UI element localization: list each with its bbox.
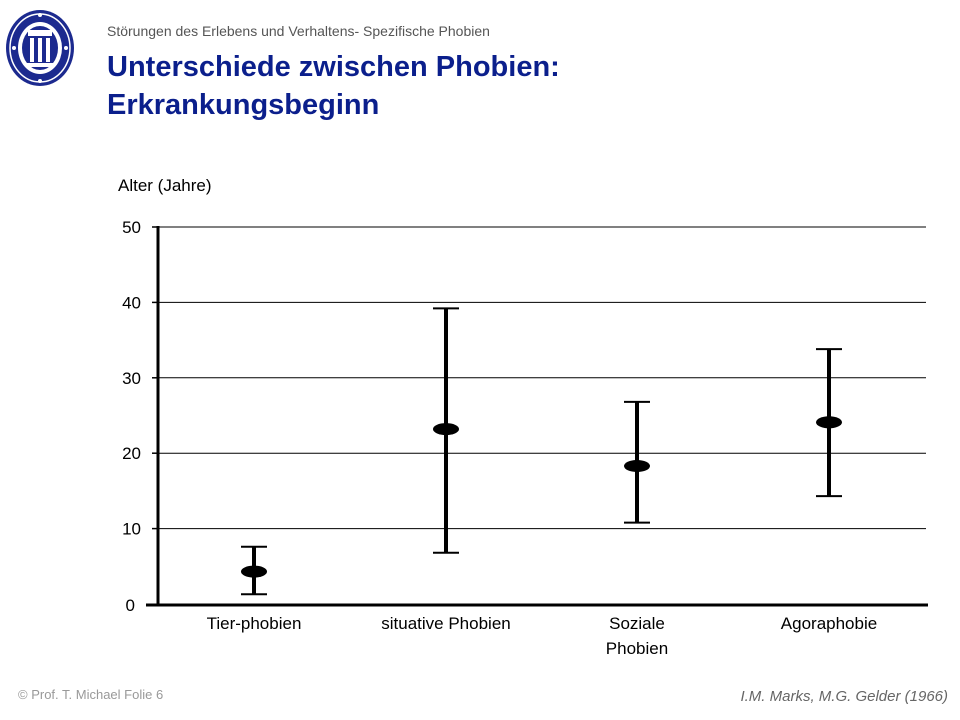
y-tick-label: 50 [122, 218, 141, 237]
y-tick-label: 30 [122, 369, 141, 388]
slide-title-line-2: Erkrankungsbeginn [107, 89, 380, 121]
y-tick-label: 0 [126, 596, 135, 615]
x-category-label: Soziale Phobien [606, 614, 668, 658]
citation-footer: I.M. Marks, M.G. Gelder (1966) [740, 688, 948, 705]
mean-marker [433, 423, 459, 436]
y-tick-label: 40 [122, 293, 141, 312]
slide-title: Unterschiede zwischen Phobien: Erkrankun… [107, 48, 560, 124]
x-category-label: situative Phobien [381, 614, 510, 633]
mean-marker [816, 416, 842, 429]
y-axis-label: Alter (Jahre) [118, 176, 212, 195]
y-tick-label: 20 [122, 444, 141, 463]
x-category-label: Tier-phobien [207, 614, 302, 633]
slide-title-line-1: Unterschiede zwischen Phobien: [107, 51, 560, 83]
x-category-label: Agoraphobie [781, 614, 877, 633]
mean-marker [241, 565, 267, 578]
copyright-footer: © Prof. T. Michael Folie 6 [18, 687, 164, 702]
mean-marker [624, 460, 650, 473]
university-logo [6, 10, 74, 86]
y-tick-label: 10 [122, 520, 141, 539]
slide-subtitle: Störungen des Erlebens und Verhaltens- S… [107, 23, 490, 39]
